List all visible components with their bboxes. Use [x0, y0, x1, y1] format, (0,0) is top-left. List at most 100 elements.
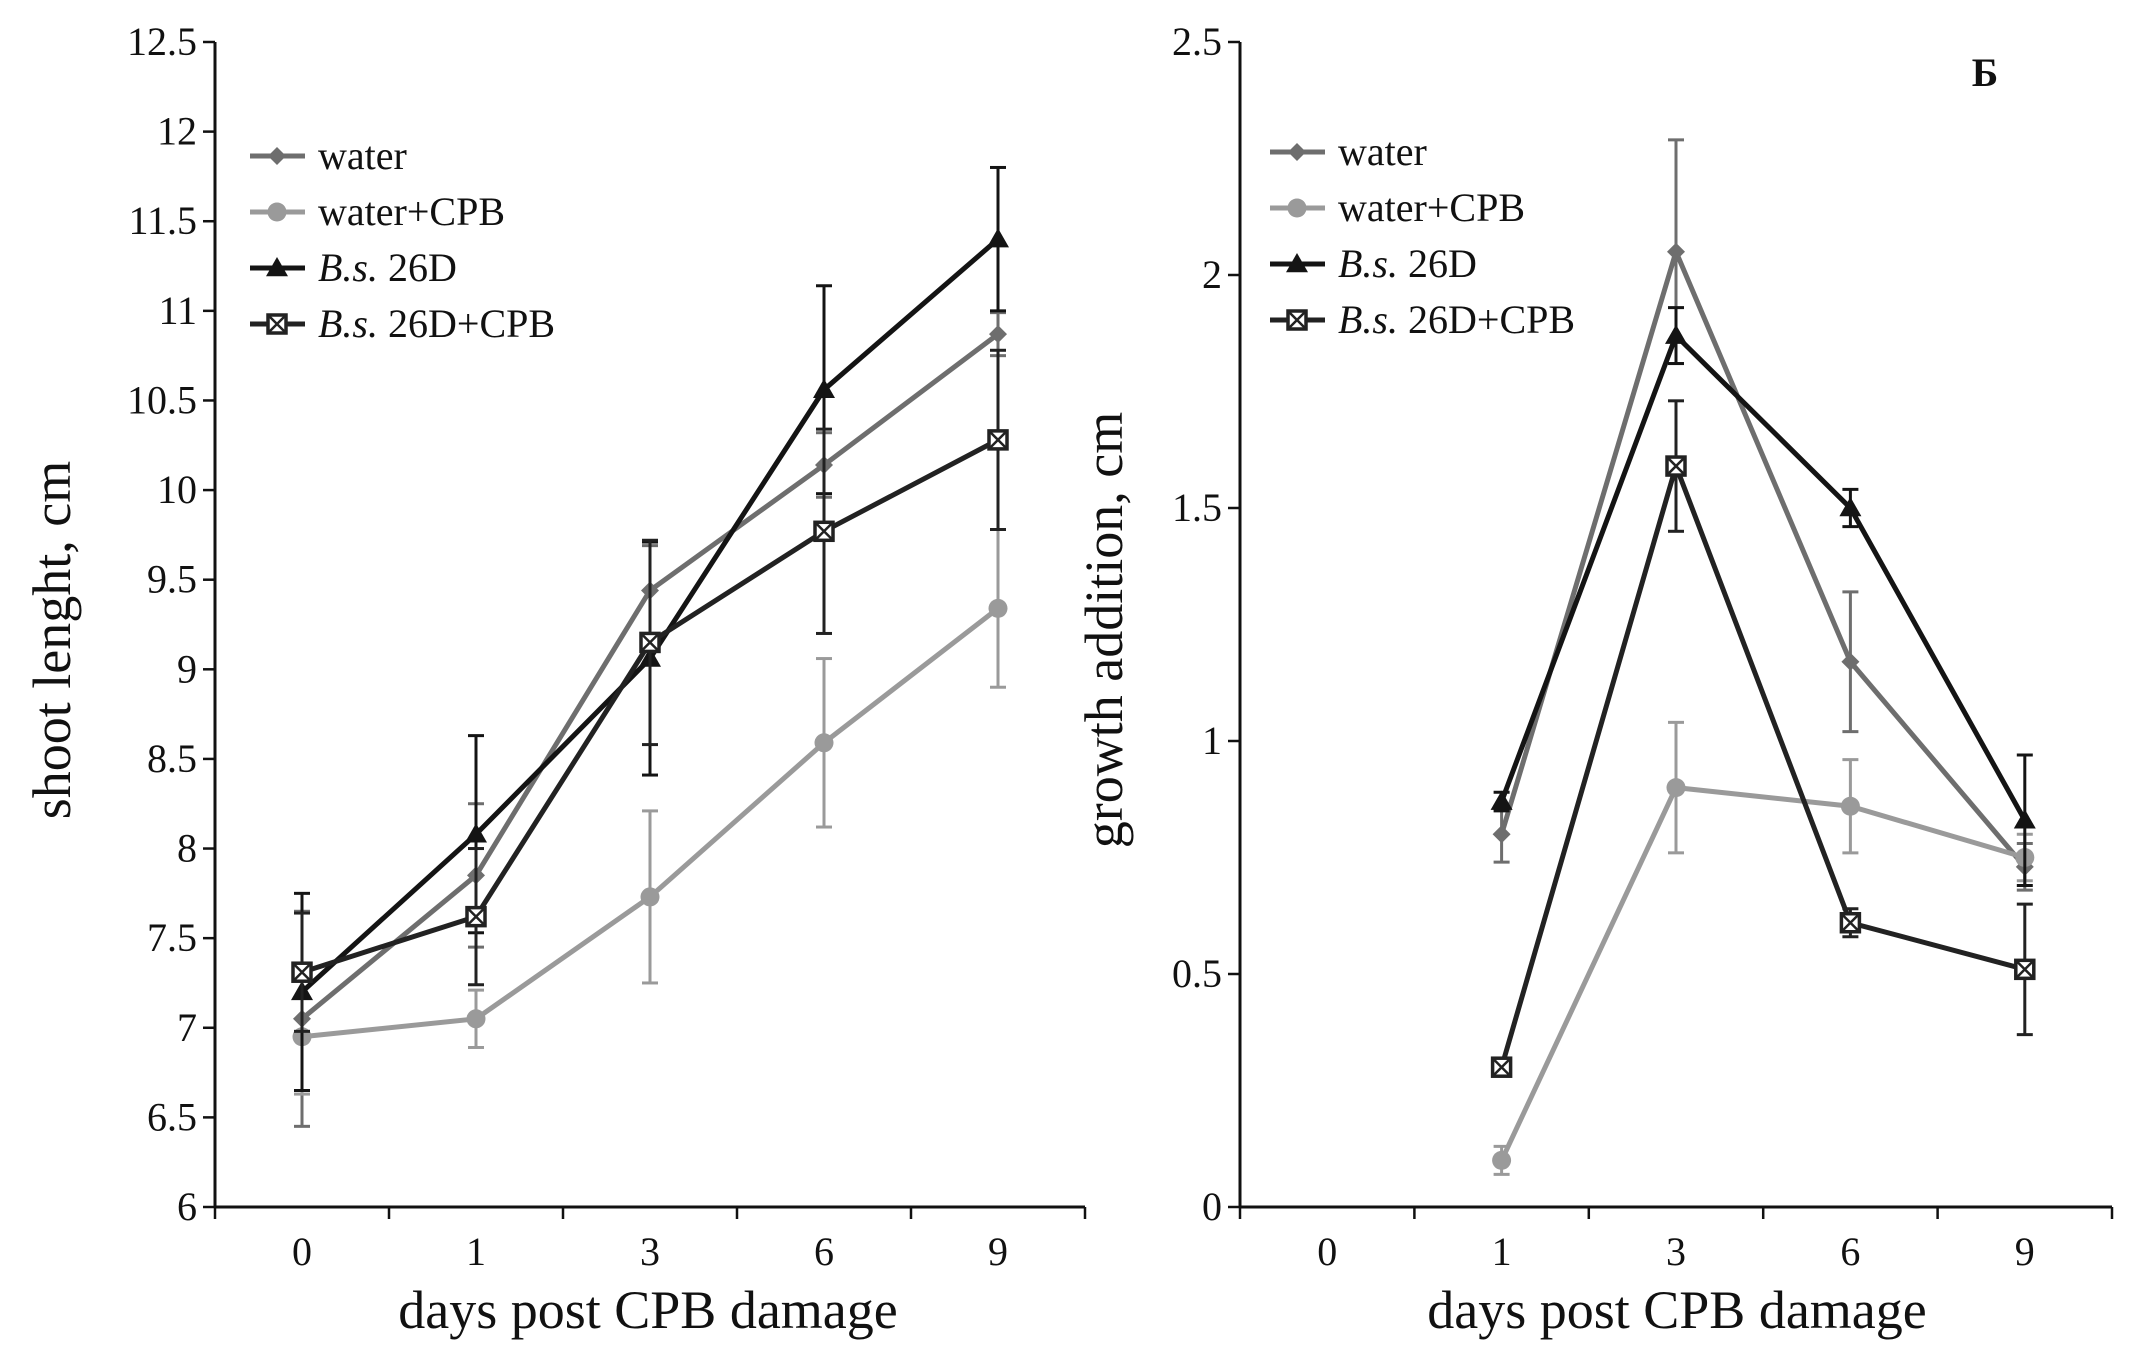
legend-label-text: water+CPB — [1338, 185, 1525, 230]
legend-label-text: water+CPB — [318, 189, 505, 234]
legend-label: B.s. 26D — [1338, 241, 1477, 286]
series-line — [1499, 244, 2027, 869]
legend-item: water — [250, 133, 407, 178]
data-point — [639, 631, 661, 654]
data-point — [1839, 911, 1862, 934]
series-b-s-26d-cpb — [1490, 399, 2036, 1078]
legend-label-italic: B.s. — [318, 245, 378, 290]
legend-label-text: water — [1338, 129, 1427, 174]
data-point-cross — [814, 521, 834, 542]
y-tick-label: 12.5 — [127, 19, 197, 64]
data-point — [466, 1009, 486, 1029]
axes: 6 6.5 7 7.5 8 8.5 9 9.5 10 10.5 11 11.5 12 12.5 0 1 3 6 9 — [127, 19, 1087, 1274]
x-tick-label: 9 — [988, 1229, 1008, 1274]
legend-label-italic: B.s. — [318, 301, 378, 346]
data-point-cross — [1666, 456, 1686, 476]
y-tick-label: 0 — [1202, 1184, 1222, 1229]
axes: 0 0.5 1 1.5 2 2.5 0 1 3 6 9 — [1172, 19, 2114, 1274]
legend-label: water — [1338, 129, 1427, 174]
legend-swatch-marker — [1287, 198, 1307, 218]
data-point — [465, 905, 487, 928]
data-point — [1490, 1056, 1513, 1078]
data-point — [640, 887, 660, 907]
legend-item: water+CPB — [1270, 185, 1525, 230]
legend-label-text: 26D+CPB — [378, 301, 555, 346]
x-tick-label: 3 — [640, 1229, 660, 1274]
series-b-s-26d-cpb — [291, 348, 1009, 1033]
data-point-cross — [1491, 1057, 1512, 1078]
x-tick-label: 0 — [292, 1229, 312, 1274]
y-tick-label: 1.5 — [1172, 485, 1222, 530]
y-tick-label: 8 — [177, 826, 197, 871]
legend-label: water+CPB — [1338, 185, 1525, 230]
legend-swatch-marker-cross — [1287, 310, 1307, 330]
y-axis-title: shoot lenght, cm — [22, 461, 82, 819]
x-tick-label: 3 — [1666, 1229, 1686, 1274]
data-point-cross — [1840, 912, 1861, 933]
legend-swatch-marker — [1286, 253, 1308, 273]
legend-label-text: 26D — [1398, 241, 1477, 286]
legend-label: B.s. 26D+CPB — [318, 301, 555, 346]
legend-label: B.s. 26D+CPB — [1338, 297, 1575, 342]
legend-item: water+CPB — [250, 189, 505, 234]
legend-label: water — [318, 133, 407, 178]
legend-swatch-marker — [266, 313, 288, 335]
data-point — [2014, 958, 2036, 981]
y-tick-label: 2.5 — [1172, 19, 1222, 64]
data-point-cross — [466, 906, 486, 927]
data-point-cross — [2014, 959, 2035, 980]
data-point — [814, 733, 834, 753]
data-point — [813, 520, 835, 543]
y-tick-label: 2 — [1202, 252, 1222, 297]
x-tick-label: 9 — [2015, 1229, 2035, 1274]
data-point — [1492, 825, 1511, 844]
legend-label-italic: B.s. — [1338, 241, 1398, 286]
data-point — [1666, 778, 1686, 798]
legend-label-text: 26D+CPB — [1398, 297, 1575, 342]
series-b-s-26d — [1490, 306, 2036, 887]
data-point — [465, 823, 487, 843]
data-point-cross — [292, 962, 312, 983]
y-tick-label: 12 — [157, 109, 197, 154]
data-point — [813, 378, 835, 398]
data-point — [989, 325, 1007, 344]
series-line — [1499, 331, 2027, 822]
legend-swatch-marker — [267, 202, 287, 222]
y-tick-label: 11.5 — [128, 198, 197, 243]
data-point — [1490, 790, 1513, 810]
data-point — [1667, 242, 1685, 261]
y-tick-label: 9.5 — [147, 557, 197, 602]
panel-shoot-length: shoot lenght, cm days post CPB damage 66… — [22, 19, 1087, 1340]
legend-item: B.s. 26D+CPB — [1270, 297, 1575, 342]
data-point — [1840, 796, 1860, 816]
legend-swatch-marker — [1286, 309, 1308, 331]
legend-label: B.s. 26D — [318, 245, 457, 290]
data-point — [1665, 455, 1687, 477]
series-line — [1499, 784, 2026, 1162]
y-tick-label: 1 — [1202, 718, 1222, 763]
legend-swatch-marker-cross — [267, 314, 287, 334]
legend-item: B.s. 26D+CPB — [250, 301, 555, 346]
y-tick-label: 7.5 — [147, 915, 197, 960]
legend-item: B.s. 26D — [250, 245, 457, 290]
y-tick-label: 6.5 — [147, 1094, 197, 1139]
data-point — [1492, 1150, 1512, 1170]
data-point — [988, 598, 1008, 618]
legend-label: water+CPB — [318, 189, 505, 234]
data-point — [2013, 809, 2036, 829]
y-tick-label: 9 — [177, 646, 197, 691]
legend-label-text: water — [318, 133, 407, 178]
data-point — [987, 429, 1009, 451]
data-point — [987, 228, 1009, 248]
legend-label-italic: B.s. — [1338, 297, 1398, 342]
panel-growth-addition: Б growth addition, cm days post CPB dama… — [1074, 19, 2114, 1340]
x-tick-label: 6 — [1840, 1229, 1860, 1274]
data-point-cross — [640, 632, 660, 653]
data-point — [1839, 497, 1862, 517]
y-tick-label: 6 — [177, 1184, 197, 1229]
panel-b-title: Б — [1972, 50, 1998, 95]
y-tick-label: 8.5 — [147, 736, 197, 781]
